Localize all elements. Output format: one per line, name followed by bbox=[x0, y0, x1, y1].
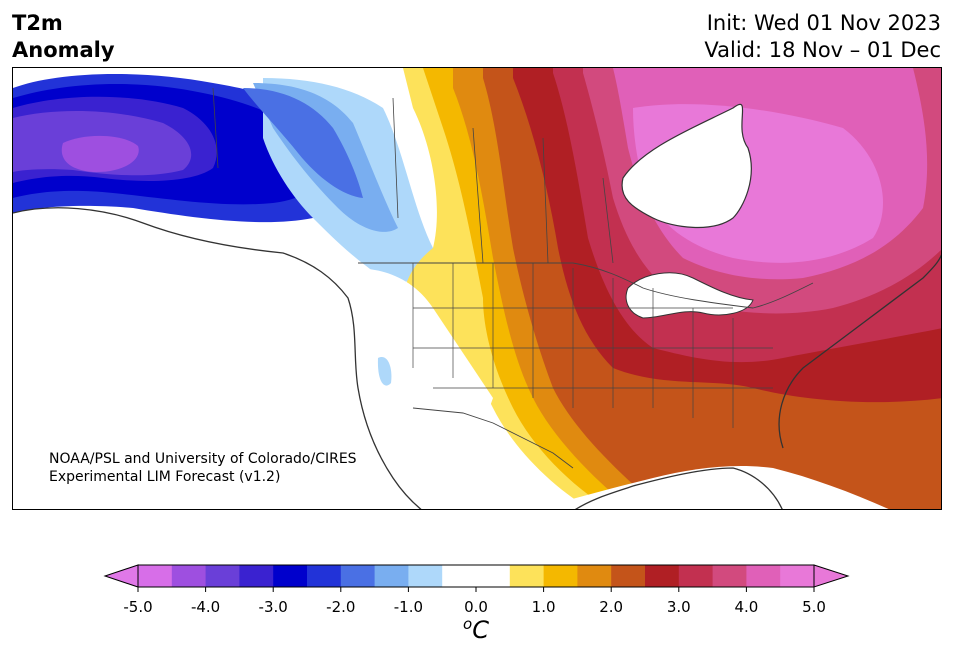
colorbar-over-arrow bbox=[813, 564, 850, 588]
colorbar-ticks bbox=[137, 587, 815, 592]
colorbar-cell bbox=[509, 565, 545, 587]
colorbar-tick-label: 2.0 bbox=[599, 598, 624, 616]
colorbar-cell bbox=[645, 565, 680, 587]
colorbar-cells bbox=[138, 565, 815, 587]
colorbar-tick-label: -2.0 bbox=[326, 598, 356, 616]
colorbar-cell bbox=[340, 565, 376, 587]
canada-provinces bbox=[212, 87, 614, 264]
great-lakes bbox=[625, 272, 754, 319]
alaska-anomaly-blue-5 bbox=[61, 135, 139, 173]
colorbar-tick-label: -4.0 bbox=[190, 598, 221, 616]
colorbar-unit: oC bbox=[463, 615, 489, 644]
gulf-coastline bbox=[575, 467, 783, 509]
unit-prefix: o bbox=[463, 615, 473, 633]
us-states bbox=[412, 263, 773, 428]
colorbar-cell bbox=[746, 565, 781, 587]
western-us-neutral bbox=[347, 268, 493, 509]
colorbar-cell bbox=[273, 565, 308, 587]
forecast-dates: Init: Wed 01 Nov 2023 Valid: 18 Nov – 01… bbox=[704, 10, 941, 64]
colorbar-cell bbox=[678, 565, 714, 587]
colorbar-cell bbox=[712, 565, 747, 587]
pacific-ocean bbox=[13, 211, 353, 509]
credit-text: NOAA/PSL and University of Colorado/CIRE… bbox=[49, 450, 357, 486]
unit-base: C bbox=[472, 616, 489, 644]
hudson-bay bbox=[621, 103, 752, 228]
valid-date: Valid: 18 Nov – 01 Dec bbox=[704, 38, 941, 62]
colorbar-tick-label: 4.0 bbox=[734, 598, 759, 616]
colorbar-cell bbox=[138, 565, 173, 587]
colorbar-tick-label: -1.0 bbox=[393, 598, 424, 616]
init-date: Init: Wed 01 Nov 2023 bbox=[706, 11, 941, 35]
colorbar-cell bbox=[577, 565, 612, 587]
colorbar-cell bbox=[611, 565, 646, 587]
colorbar-cell bbox=[374, 565, 409, 587]
colorbar-tick-label: 3.0 bbox=[666, 598, 691, 616]
colorbar-cell bbox=[307, 565, 342, 587]
colorbar-tick-label: 5.0 bbox=[802, 598, 826, 616]
colorbar-cell bbox=[171, 565, 207, 587]
northeast-pacific-blue bbox=[377, 357, 392, 386]
title-line2: Anomaly bbox=[12, 38, 115, 62]
colorbar-cell bbox=[780, 565, 815, 587]
map-title: T2m Anomaly bbox=[12, 10, 115, 64]
colorbar-tick-label: -5.0 bbox=[123, 598, 153, 616]
credit-line1: NOAA/PSL and University of Colorado/CIRE… bbox=[49, 451, 357, 467]
colorbar-cell bbox=[442, 565, 477, 587]
anomaly-map bbox=[12, 67, 942, 510]
colorbar-cell bbox=[205, 565, 240, 587]
colorbar-cell bbox=[408, 565, 443, 587]
colorbar-cell bbox=[239, 565, 274, 587]
colorbar-cell bbox=[543, 565, 578, 587]
us-mexico-border bbox=[412, 407, 574, 469]
east-coastline bbox=[778, 254, 941, 449]
colorbar-tick-label: 1.0 bbox=[531, 598, 556, 616]
gulf-of-mexico bbox=[539, 466, 889, 509]
colorbar-tick-label: 0.0 bbox=[464, 598, 488, 616]
credit-line2: Experimental LIM Forecast (v1.2) bbox=[49, 469, 281, 485]
colorbar-under-arrow bbox=[103, 564, 139, 588]
us-canada-border bbox=[358, 262, 814, 309]
title-line1: T2m bbox=[12, 11, 63, 35]
colorbar-cell bbox=[476, 565, 511, 587]
colorbar-tick-label: -3.0 bbox=[258, 598, 288, 616]
canada-anomaly-blue bbox=[243, 88, 363, 198]
west-coastline bbox=[13, 207, 422, 509]
map-svg bbox=[13, 68, 941, 509]
